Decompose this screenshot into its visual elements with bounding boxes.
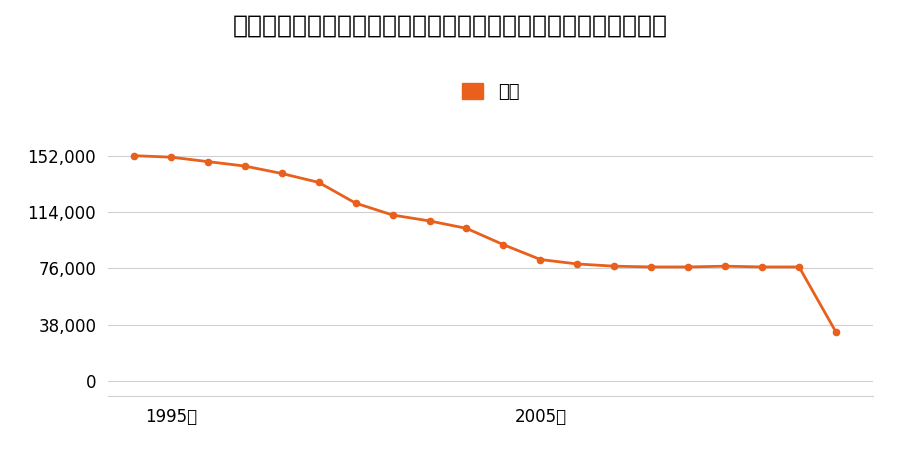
Text: 埼玉県北葛飾郡松伏町大字松伏字内前野２７９５番２の地価推移: 埼玉県北葛飾郡松伏町大字松伏字内前野２７９５番２の地価推移 — [232, 14, 668, 37]
Legend: 価格: 価格 — [454, 76, 526, 108]
